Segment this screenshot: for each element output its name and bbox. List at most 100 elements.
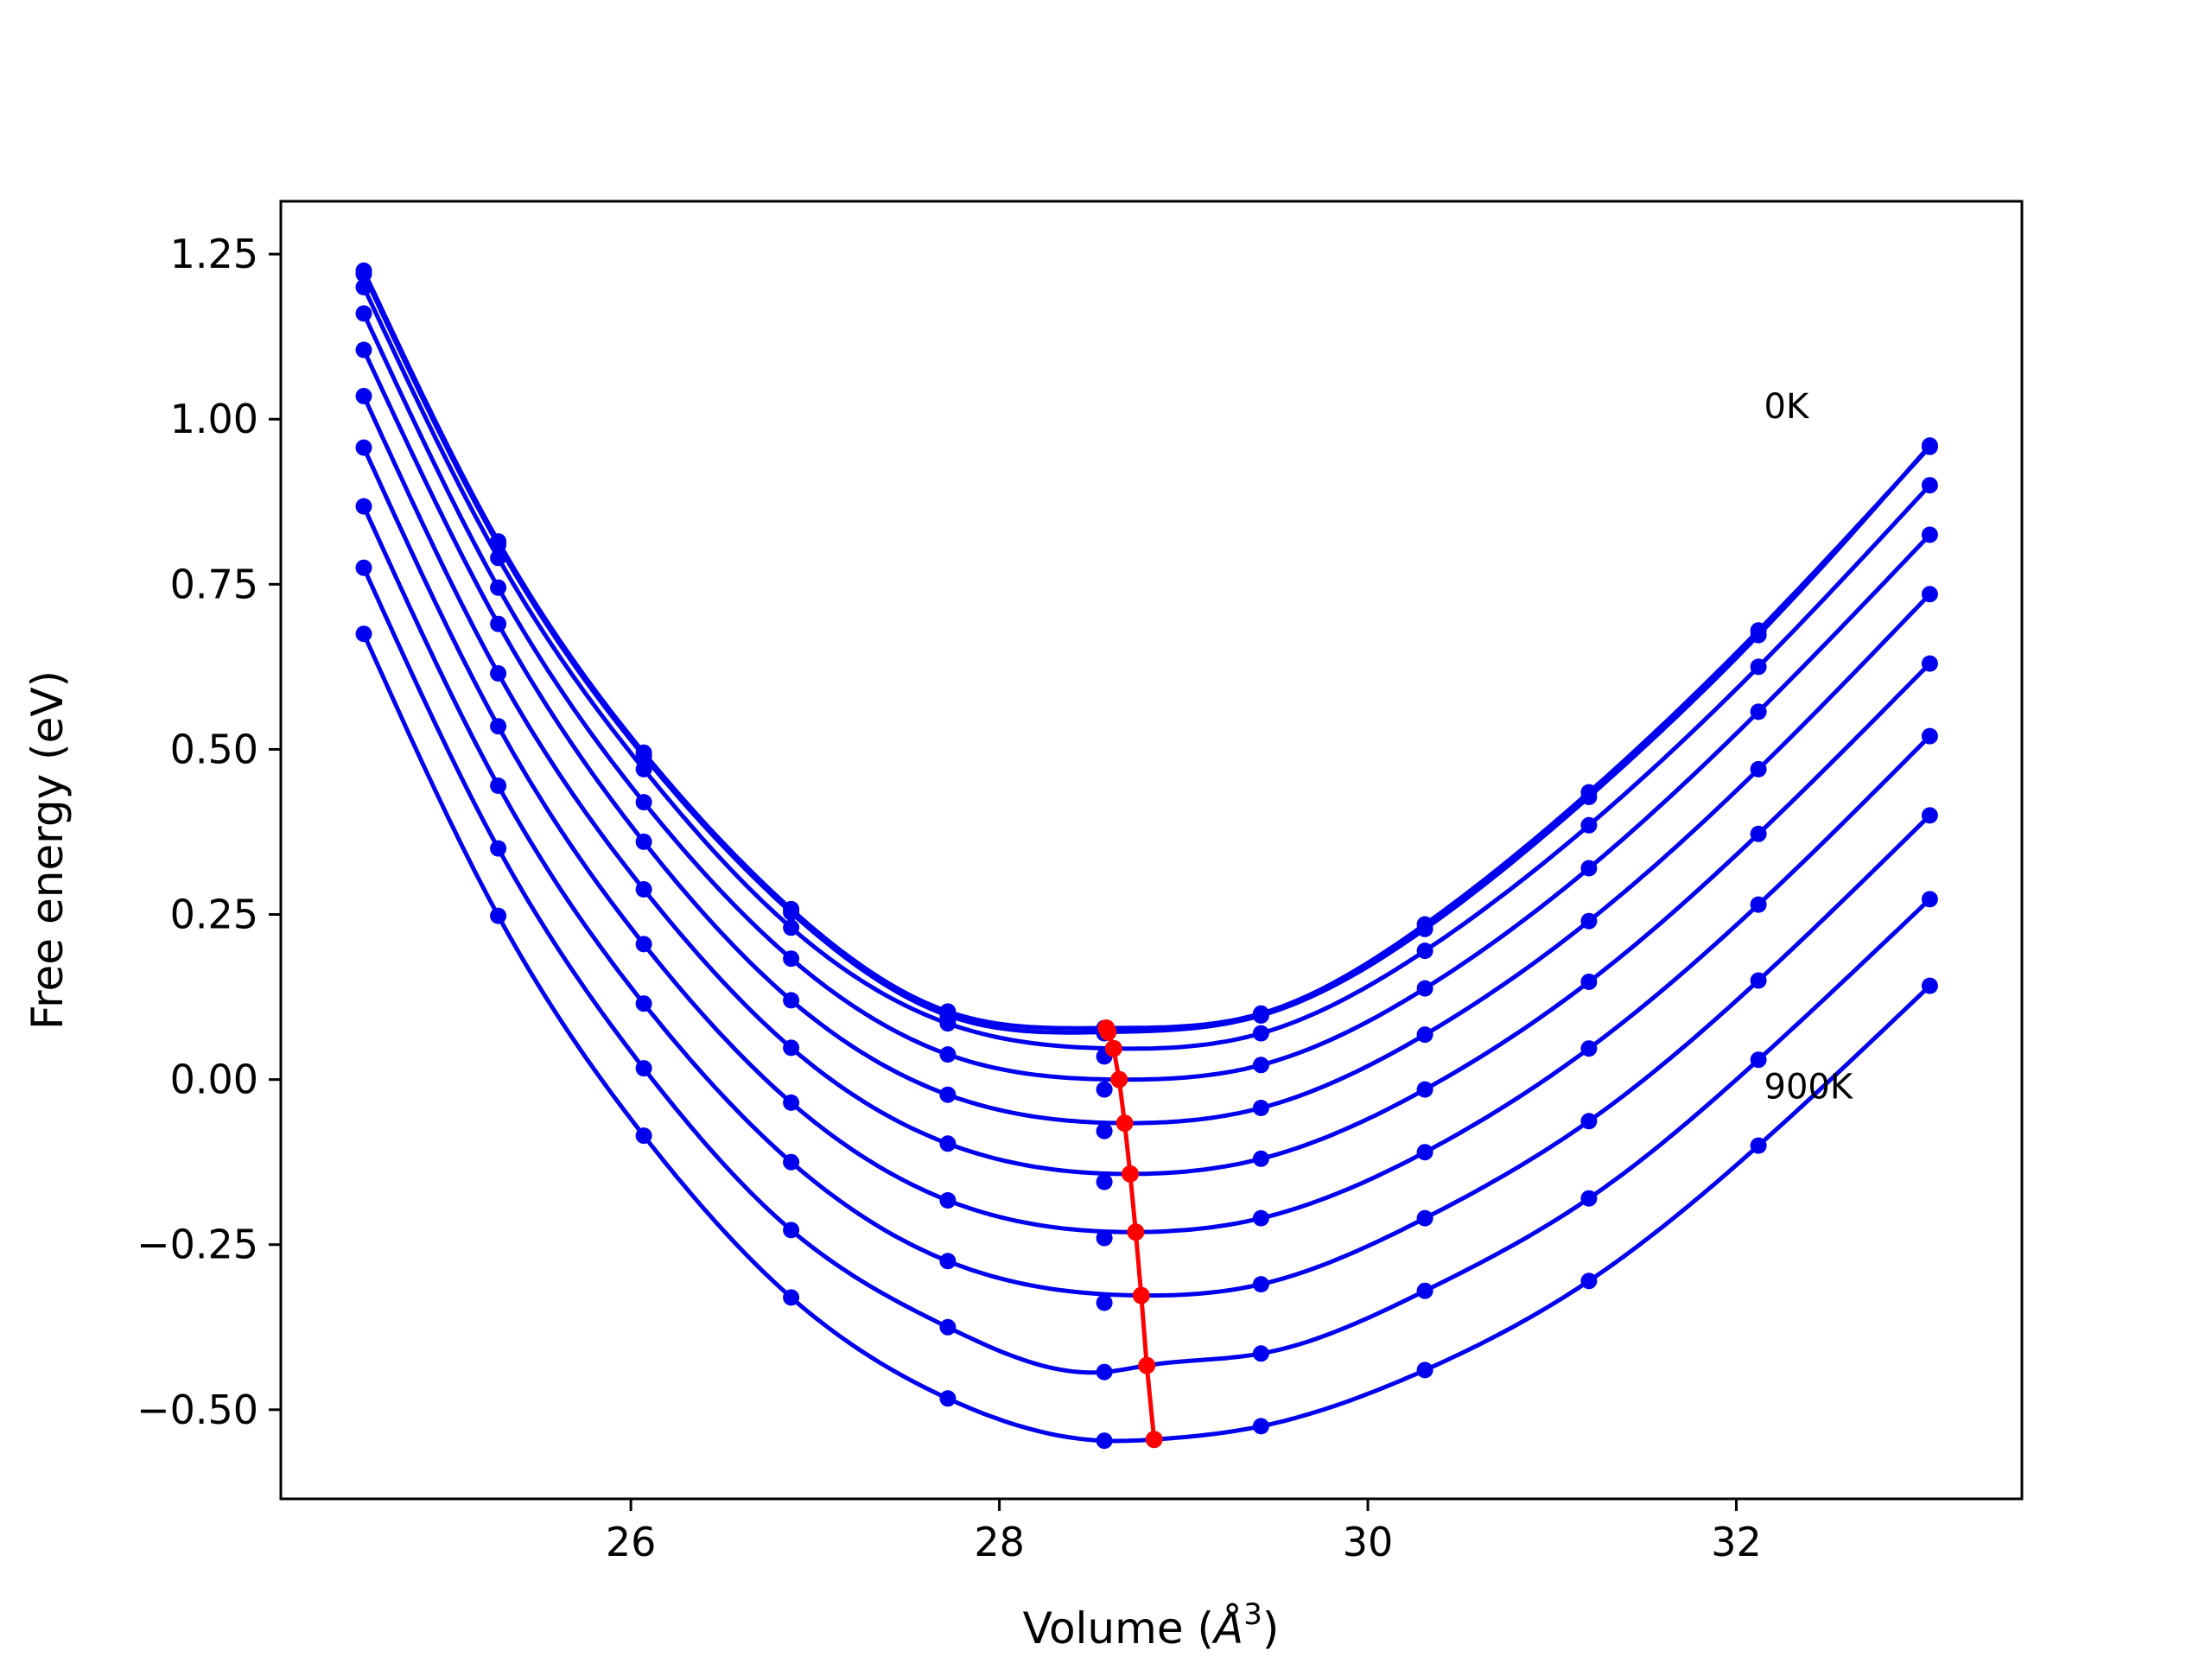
- y-axis-label: Free energy (eV): [22, 670, 73, 1030]
- series-4-point-1: [490, 615, 507, 632]
- series-7-point-1: [490, 778, 507, 794]
- series-4-point-10: [1921, 586, 1938, 603]
- series-3-point-1: [490, 579, 507, 596]
- series-6-point-6: [1252, 1209, 1269, 1227]
- series-9-point-6: [1252, 1418, 1269, 1435]
- minima-point-7: [1132, 1286, 1150, 1304]
- series-7-point-7: [1416, 1209, 1433, 1227]
- y-tick-label-6: −0.25: [137, 1222, 258, 1268]
- minima-line: [1104, 1026, 1157, 1440]
- series-3-point-10: [1921, 526, 1938, 543]
- series-2-point-6: [1252, 1025, 1269, 1042]
- series-6-point-2: [635, 936, 652, 953]
- series-9-point-4: [939, 1390, 957, 1407]
- series-3-point-3: [783, 950, 800, 968]
- y-tick-label-0: 1.25: [170, 231, 258, 277]
- series-7-point-8: [1580, 1113, 1598, 1130]
- series-9-point-8: [1580, 1273, 1598, 1290]
- series-4-point-9: [1750, 760, 1767, 778]
- series-1-point-10: [1921, 437, 1938, 454]
- series-2-fit-line: [361, 286, 1932, 1051]
- y-tick-label-2: 0.75: [170, 561, 258, 607]
- series-6-point-4: [939, 1192, 957, 1209]
- annotation-layer: 0K 900K: [1764, 387, 1854, 1107]
- series-8-point-8: [1580, 1190, 1598, 1207]
- series-8-point-9: [1750, 1051, 1767, 1069]
- x-axis-label-symbol: Å: [1211, 1603, 1243, 1653]
- x-axis-label: Volume (Å3): [1023, 1597, 1280, 1653]
- series-4-point-6: [1252, 1100, 1269, 1116]
- series-6-point-10: [1921, 727, 1938, 745]
- series-9-point-1: [490, 907, 507, 924]
- series-2-point-4: [939, 1015, 957, 1032]
- series-4-point-3: [783, 992, 800, 1009]
- series-1-point-0: [355, 265, 372, 282]
- series-1-point-6: [1252, 1007, 1269, 1024]
- series-3-point-0: [355, 305, 372, 322]
- plot-frame: [279, 200, 2024, 1501]
- series-5-point-8: [1580, 974, 1598, 990]
- series-4-point-7: [1416, 1026, 1433, 1044]
- series-6-point-8: [1580, 1040, 1598, 1057]
- series-7-point-0: [355, 498, 372, 515]
- series-6-point-7: [1416, 1144, 1433, 1161]
- series-3-point-9: [1750, 703, 1767, 720]
- series-7-point-5: [1096, 1294, 1113, 1311]
- series-1-fit-line: [361, 273, 1932, 1035]
- minima-point-2: [1104, 1039, 1122, 1057]
- x-axis-label-close: ): [1262, 1603, 1280, 1653]
- minima-point-8: [1138, 1356, 1156, 1374]
- y-tick-label-3: 0.50: [170, 726, 258, 772]
- series-9-point-5: [1096, 1432, 1113, 1450]
- series-5-point-2: [635, 881, 652, 898]
- x-tick-label-0: 26: [606, 1519, 657, 1565]
- minima-point-4: [1116, 1114, 1134, 1133]
- series-2-point-1: [490, 549, 507, 567]
- minima-point-6: [1127, 1223, 1145, 1241]
- series-7-point-6: [1252, 1276, 1269, 1293]
- series-8-point-10: [1921, 891, 1938, 908]
- series-9-point-9: [1750, 1137, 1767, 1154]
- series-1-point-9: [1750, 626, 1767, 644]
- series-6-point-1: [490, 718, 507, 735]
- series-7-point-2: [635, 995, 652, 1012]
- minima-point-9: [1145, 1431, 1163, 1449]
- series-5-fit-line: [361, 395, 1932, 1177]
- series-1-point-3: [783, 904, 800, 921]
- minima-point-5: [1122, 1165, 1139, 1183]
- series-4-point-0: [355, 341, 372, 359]
- axes-layer: 26 28 30 32 1.25 1.00 0.75 0.50 0.25 0.00 −0.25 −0.…: [137, 231, 1762, 1565]
- y-tick-label-1: 1.00: [170, 396, 258, 442]
- series-8-point-7: [1416, 1282, 1433, 1299]
- series-3-point-5: [1096, 1081, 1113, 1098]
- annotation-0: 0K: [1764, 387, 1810, 427]
- series-3-fit-line: [361, 312, 1932, 1082]
- x-tick-label-1: 28: [974, 1519, 1025, 1565]
- series-7-point-10: [1921, 807, 1938, 824]
- series-9-point-0: [355, 625, 372, 643]
- series-4-point-5: [1096, 1122, 1113, 1139]
- series-8-point-1: [490, 840, 507, 857]
- series-9-point-7: [1416, 1362, 1433, 1379]
- series-5-point-5: [1096, 1173, 1113, 1190]
- curves-layer: [355, 262, 1938, 1450]
- series-5-point-6: [1252, 1150, 1269, 1167]
- y-tick-label-5: 0.00: [170, 1057, 258, 1103]
- y-tick-label-4: 0.25: [170, 892, 258, 938]
- series-4-point-2: [635, 833, 652, 850]
- series-6-point-3: [783, 1094, 800, 1111]
- x-tick-label-2: 30: [1343, 1519, 1394, 1565]
- minima-layer: [1097, 1019, 1163, 1449]
- series-6-point-5: [1096, 1229, 1113, 1247]
- series-9-point-3: [783, 1289, 800, 1306]
- series-8-point-6: [1252, 1345, 1269, 1362]
- series-3-point-6: [1252, 1057, 1269, 1074]
- series-3-point-8: [1580, 860, 1598, 877]
- annotation-1: 900K: [1764, 1067, 1854, 1107]
- series-7-point-4: [939, 1253, 957, 1270]
- series-8-point-4: [939, 1318, 957, 1336]
- series-8-point-0: [355, 559, 372, 576]
- minima-point-1: [1099, 1023, 1117, 1041]
